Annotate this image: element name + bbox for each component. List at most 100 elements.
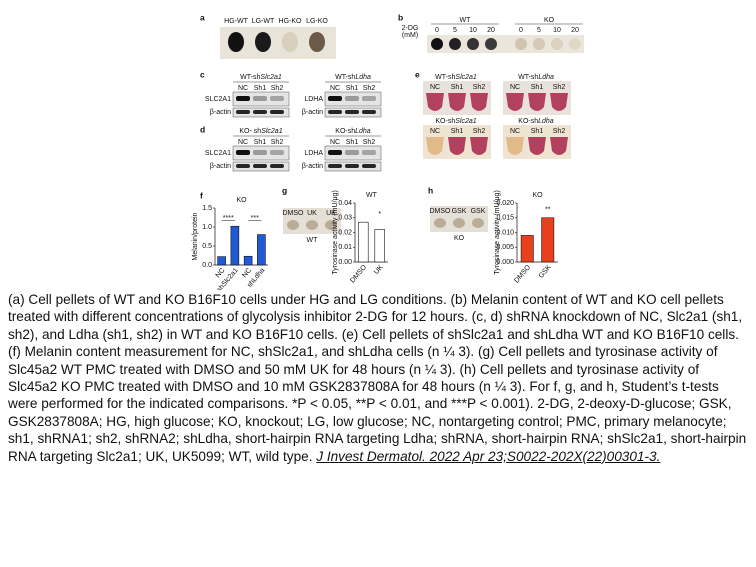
panel-label: e [415, 69, 420, 79]
caption-text: (a) Cell pellets of WT and KO B16F10 cel… [8, 292, 747, 464]
lane-label: NC [238, 85, 248, 92]
band [236, 110, 250, 114]
text-part: Ldha [538, 74, 554, 81]
text-part: Ldha [355, 128, 371, 135]
photo [427, 35, 584, 53]
band [270, 164, 284, 168]
y-axis-label: Melanin/protein [192, 212, 199, 260]
y-tick-label: 0.00 [338, 259, 352, 266]
photo-label: UK [307, 210, 317, 217]
y-tick-label: 0.005 [496, 244, 514, 251]
band [270, 110, 284, 114]
pellet [309, 32, 325, 52]
lane-label: Sh1 [451, 84, 464, 91]
pellet [569, 38, 581, 50]
tube-label: HG-KO [279, 18, 303, 25]
tube-label: LG-KO [306, 18, 328, 25]
lane-label: Sh1 [254, 85, 267, 92]
pellet [485, 38, 497, 50]
bar [520, 235, 534, 263]
y-tick-label: 0.020 [496, 200, 514, 207]
dose-label: 20 [487, 27, 495, 34]
pellet [453, 218, 465, 228]
control-label: β-actin [302, 163, 323, 170]
pellet [228, 32, 244, 52]
x-tick-label: NC [215, 267, 227, 279]
y-tick-label: 0.03 [338, 215, 352, 222]
panel-label: b [398, 12, 403, 22]
group-label: KO [544, 17, 555, 24]
dose-label: 0 [435, 27, 439, 34]
chart-title: WT [366, 192, 378, 199]
dose-label: 0 [519, 27, 523, 34]
pellet [434, 218, 446, 228]
tube [550, 93, 568, 111]
text-part: Slc2a1 [455, 74, 477, 81]
lane-label: NC [330, 85, 340, 92]
pellet [472, 218, 484, 228]
blot-title: WT-shLdha [335, 74, 371, 81]
band [345, 110, 359, 114]
lane-label: NC [238, 139, 248, 146]
target-label: SLC2A1 [205, 150, 231, 157]
panel-label: d [200, 124, 205, 134]
band [270, 150, 284, 155]
tube-title: WT-shLdha [518, 74, 554, 81]
lane-label: Sh2 [271, 85, 284, 92]
lane-label: Sh1 [346, 85, 359, 92]
lane-label: Sh1 [346, 139, 359, 146]
dose-label: 5 [453, 27, 457, 34]
pellet [467, 38, 479, 50]
lane-label: NC [510, 128, 520, 135]
band [328, 110, 342, 114]
bar [217, 256, 226, 266]
text-part: Slc2a1 [455, 118, 477, 125]
lane-label: NC [430, 128, 440, 135]
panel-label: g [282, 185, 287, 195]
figure: a HG-WT LG-WT HG-KO LG-KO b 2-DG(mM) WT 0 5 10 20 KO… [192, 12, 584, 290]
y-tick-label: 0.5 [202, 243, 212, 250]
photo-label: GSK [471, 208, 486, 215]
lane-label: NC [330, 139, 340, 146]
lane-label: NC [430, 84, 440, 91]
band [253, 96, 267, 101]
tube [550, 137, 568, 155]
lane-label: NC [510, 84, 520, 91]
band [345, 150, 359, 155]
y-tick-label: 0.01 [338, 244, 352, 251]
chart-title: KO [532, 192, 543, 199]
dose-label: 10 [469, 27, 477, 34]
band [362, 164, 376, 168]
y-tick-label: 0.010 [496, 229, 514, 236]
lane-label: Sh2 [553, 84, 566, 91]
citation: J Invest Dermatol. 2022 Apr 23;S0022-202… [316, 448, 661, 464]
bar [257, 234, 266, 266]
y-axis-label: Tyrosinase activity (mU/μg) [332, 190, 339, 275]
unit: (mM) [402, 32, 418, 39]
band [236, 150, 250, 155]
target-label: SLC2A1 [205, 96, 231, 103]
band [236, 96, 250, 101]
tube [448, 93, 466, 111]
significance: **** [223, 215, 234, 222]
photo-label: GSK [452, 208, 467, 215]
band [345, 96, 359, 101]
lane-label: Sh2 [363, 139, 376, 146]
blot [324, 145, 382, 161]
photo-caption: WT [307, 237, 319, 244]
band [253, 164, 267, 168]
lane-label: Sh1 [531, 84, 544, 91]
target-label: LDHA [304, 96, 323, 103]
tube [528, 93, 546, 111]
photo-label: DMSO [430, 208, 452, 215]
band [362, 150, 376, 155]
tube [528, 137, 546, 155]
band [253, 150, 267, 155]
blot [232, 145, 290, 161]
y-tick-label: 1.5 [202, 205, 212, 212]
text-part: Ldha [538, 118, 554, 125]
lane-label: Sh1 [254, 139, 267, 146]
blot-title: KO-shLdha [335, 128, 371, 135]
bar [243, 255, 253, 266]
dose-label: 5 [537, 27, 541, 34]
